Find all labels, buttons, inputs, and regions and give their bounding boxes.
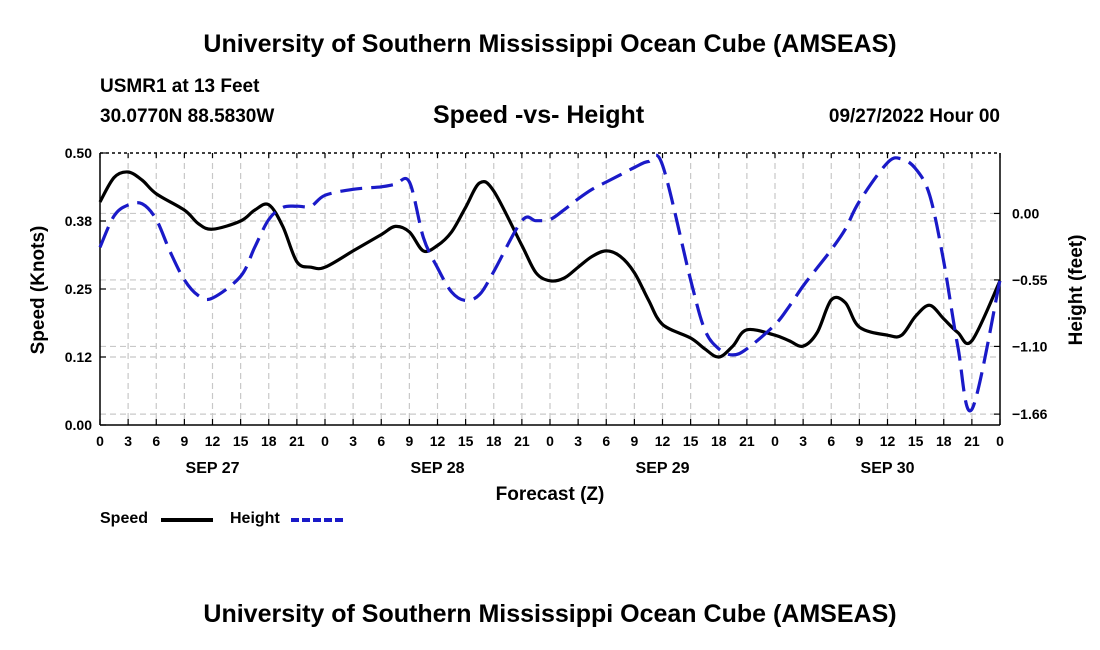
x-tick-label: 18: [261, 433, 277, 449]
x-tick-label: 21: [289, 433, 305, 449]
forecast-datetime: 09/27/2022 Hour 00: [828, 106, 1000, 127]
y-tick-label: 0.12: [65, 349, 92, 365]
x-tick-label: 21: [514, 433, 530, 449]
y-tick-label: 0.25: [65, 281, 92, 297]
x-tick-label: 15: [233, 433, 249, 449]
x-tick-label: 6: [827, 433, 835, 449]
x-tick-label: 9: [855, 433, 863, 449]
x-tick-label: 18: [486, 433, 502, 449]
x-tick-label: 3: [574, 433, 582, 449]
x-tick-label: 9: [630, 433, 638, 449]
y2-tick-label: 0.00: [1012, 205, 1039, 221]
y-axis-title: Speed (Knots): [28, 226, 49, 355]
coordinates-label: 30.0770N 88.5830W: [100, 106, 275, 127]
x-tick-label: 21: [739, 433, 755, 449]
x-day-label: SEP 28: [411, 460, 465, 477]
x-tick-label: 9: [180, 433, 188, 449]
x-day-label: SEP 29: [636, 460, 690, 477]
x-tick-label: 15: [908, 433, 924, 449]
grid-layer: [100, 153, 1000, 425]
x-tick-label: 6: [152, 433, 160, 449]
x-day-label: SEP 27: [186, 460, 240, 477]
x-axis-title: Forecast (Z): [496, 484, 605, 505]
y-tick-label: 0.50: [65, 145, 92, 161]
legend-height-label: Height: [230, 510, 280, 527]
x-tick-label: 9: [405, 433, 413, 449]
x-tick-label: 15: [683, 433, 699, 449]
y2-axis-title: Height (feet): [1066, 235, 1087, 346]
legend-speed-swatch: [161, 518, 213, 522]
report-title: University of Southern Mississippi Ocean…: [203, 30, 897, 58]
legend-speed-label: Speed: [100, 510, 149, 527]
report-title-repeat: University of Southern Mississippi Ocean…: [203, 600, 897, 628]
x-tick-label: 18: [711, 433, 727, 449]
series-height-line: [98, 153, 1002, 413]
x-tick-label: 21: [964, 433, 980, 449]
x-tick-label: 15: [458, 433, 474, 449]
y2-tick-label: −1.10: [1012, 338, 1048, 354]
x-tick-label: 3: [349, 433, 357, 449]
x-tick-label: 3: [124, 433, 132, 449]
y2-tick-label: −1.66: [1012, 406, 1048, 422]
x-tick-label: 12: [205, 433, 221, 449]
x-tick-label: 12: [655, 433, 671, 449]
y2-tick-label: −0.55: [1012, 272, 1048, 288]
x-tick-label: 6: [377, 433, 385, 449]
series-speed-line: [98, 170, 1002, 359]
y-tick-label: 0.00: [65, 417, 92, 433]
x-tick-label: 6: [602, 433, 610, 449]
axis-layer: 0 3 6 9 12 15 18 21 0 3 6 9 12 15 18 21 0 3 6 9 12 15 18 21 0 3 6 9…: [65, 145, 1048, 477]
y-tick-label: 0.38: [65, 213, 92, 229]
x-tick-label: 0: [546, 433, 554, 449]
legend-height-swatch: [291, 518, 343, 522]
x-tick-label: 0: [996, 433, 1004, 449]
x-tick-label: 3: [799, 433, 807, 449]
x-tick-label: 12: [430, 433, 446, 449]
x-tick-label: 12: [880, 433, 896, 449]
x-day-label: SEP 30: [861, 460, 915, 477]
station-label: USMR1 at 13 Feet: [100, 76, 260, 97]
x-tick-label: 0: [96, 433, 104, 449]
x-tick-label: 0: [321, 433, 329, 449]
series-layer: [98, 153, 1002, 413]
x-tick-label: 18: [936, 433, 952, 449]
chart-subtitle: Speed -vs- Height: [433, 101, 645, 129]
x-tick-label: 0: [771, 433, 779, 449]
